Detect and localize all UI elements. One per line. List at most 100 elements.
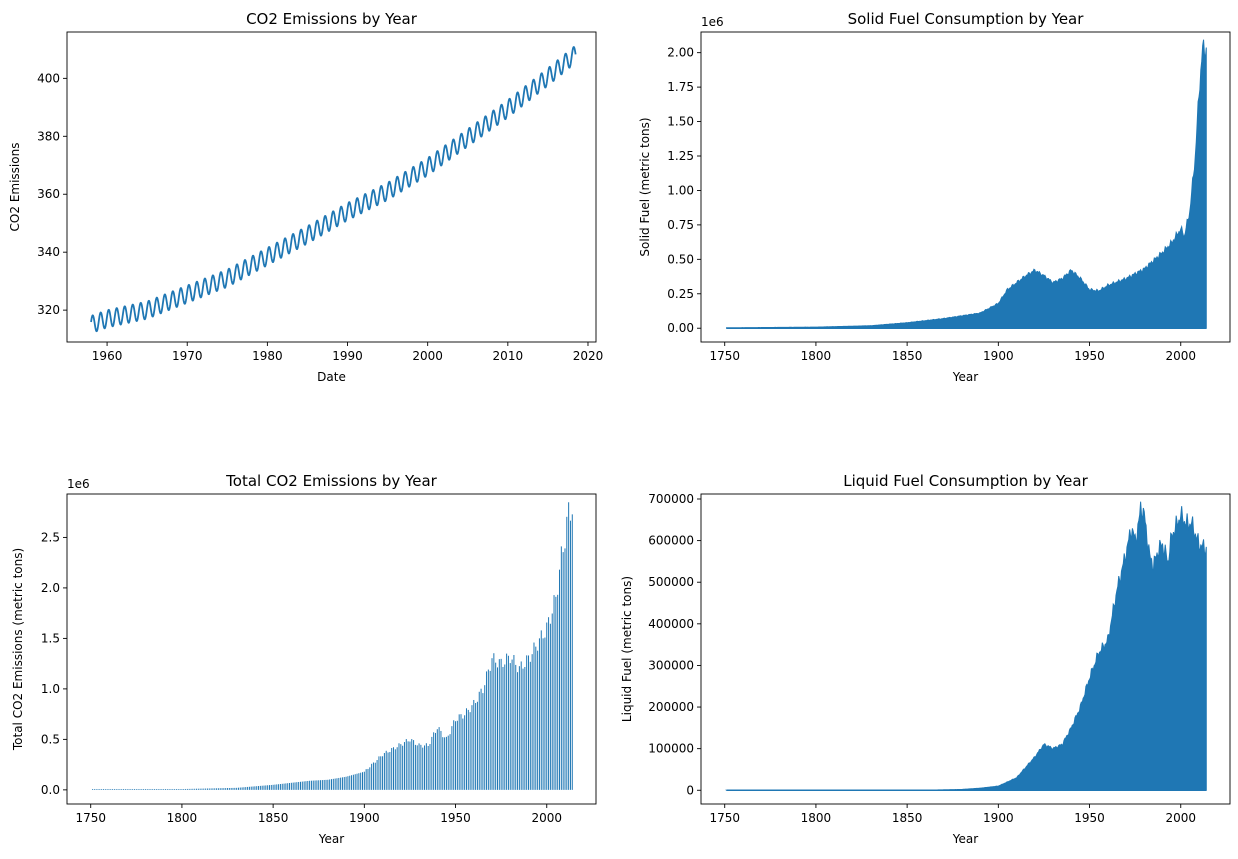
total-bar <box>241 787 243 790</box>
total-bar <box>299 781 301 790</box>
total-bar <box>458 714 460 790</box>
total-xtick-label: 1900 <box>349 811 380 825</box>
total-bar <box>511 659 513 790</box>
total-bar <box>318 780 320 790</box>
total-bar <box>196 788 198 790</box>
solid-ytick-label: 1.50 <box>667 115 694 129</box>
total-bar <box>475 703 477 790</box>
total-bar <box>343 777 345 790</box>
total-bar <box>316 780 318 790</box>
solid-xtick-label: 1800 <box>801 349 832 363</box>
total-bar <box>371 763 373 790</box>
solid-ylabel: Solid Fuel (metric tons) <box>638 117 652 256</box>
total-bar <box>520 661 522 790</box>
liquid-ytick-label: 0 <box>686 783 694 797</box>
total-bar <box>188 788 190 790</box>
total-bar <box>489 670 491 790</box>
total-ytick-label: 0.5 <box>41 732 60 746</box>
total-bar <box>126 789 128 790</box>
total-bar <box>279 784 281 790</box>
total-bar <box>548 617 550 790</box>
total-bar <box>402 745 404 790</box>
total-bar <box>568 502 570 790</box>
total-bar <box>571 514 573 790</box>
total-bar <box>258 786 260 790</box>
total-chart: 1750 1800 1850 1900 1950 2000 0.0 0.5 1.0 1.5 2.0 2… <box>11 472 597 846</box>
total-bar <box>442 737 444 790</box>
solid-ytick-label: 0.50 <box>667 252 694 266</box>
solid-ytick-label: 0.00 <box>667 321 694 335</box>
total-bar <box>405 739 407 790</box>
total-bar <box>372 762 374 790</box>
total-bar <box>163 789 165 790</box>
total-bar <box>531 654 533 790</box>
total-bar <box>243 787 245 790</box>
total-bar <box>239 787 241 790</box>
solid-chart: 1750 1800 1850 1900 1950 2000 0.00 0.25 0.50 0.75… <box>638 10 1231 384</box>
total-bar <box>476 701 478 790</box>
total-bar <box>507 655 509 790</box>
total-bar <box>380 756 382 790</box>
total-bar <box>376 760 378 790</box>
total-bar <box>555 596 557 790</box>
co2-ytick-label: 320 <box>37 303 60 317</box>
total-bar <box>144 789 146 790</box>
total-bar <box>225 788 227 790</box>
co2-ytick-label: 340 <box>37 245 60 259</box>
total-bar <box>445 736 447 790</box>
total-bar <box>562 552 564 790</box>
total-bar <box>429 744 431 790</box>
liquid-ytick-label: 200000 <box>648 700 694 714</box>
total-offset-label: 1e6 <box>67 477 90 491</box>
total-bar <box>424 745 426 790</box>
liquid-xtick-label: 2000 <box>1165 811 1196 825</box>
total-bar <box>320 780 322 790</box>
total-bar <box>447 735 449 790</box>
total-bar <box>110 789 112 790</box>
total-bar <box>382 756 384 790</box>
total-bar <box>456 720 458 790</box>
total-bar <box>396 747 398 790</box>
total-bar <box>504 664 506 790</box>
total-bar <box>157 789 159 790</box>
total-bar <box>245 787 247 790</box>
total-bar <box>278 784 280 790</box>
total-bar <box>431 736 433 790</box>
total-bar <box>175 789 177 790</box>
liquid-ytick-label: 700000 <box>648 492 694 506</box>
total-bar <box>283 783 285 790</box>
total-bar <box>190 788 192 790</box>
total-bar <box>385 750 387 790</box>
total-bar <box>480 688 482 790</box>
total-bar <box>425 743 427 790</box>
liquid-ytick-label: 100000 <box>648 742 694 756</box>
total-bar <box>341 777 343 790</box>
co2-ytick-label: 360 <box>37 187 60 201</box>
total-bar <box>321 780 323 790</box>
total-bar <box>434 732 436 790</box>
co2-xtick-label: 2000 <box>412 349 443 363</box>
total-bar <box>112 789 114 790</box>
total-bar <box>465 708 467 790</box>
total-bar <box>345 776 347 790</box>
total-bar <box>418 743 420 790</box>
total-bar <box>102 789 104 790</box>
total-bar <box>502 666 504 790</box>
total-bar <box>219 788 221 790</box>
total-title: Total CO2 Emissions by Year <box>225 472 437 490</box>
total-bar <box>549 623 551 790</box>
total-bar <box>553 595 555 790</box>
total-bar <box>259 785 261 790</box>
liquid-xtick-label: 1900 <box>983 811 1014 825</box>
co2-title: CO2 Emissions by Year <box>246 10 418 28</box>
total-bar <box>150 789 152 790</box>
total-bar <box>389 752 391 790</box>
total-bar <box>212 788 214 790</box>
total-xtick-label: 1950 <box>440 811 471 825</box>
total-bar <box>290 782 292 790</box>
co2-xtick-label: 1990 <box>332 349 363 363</box>
total-bar <box>296 782 298 790</box>
total-bar <box>325 779 327 790</box>
